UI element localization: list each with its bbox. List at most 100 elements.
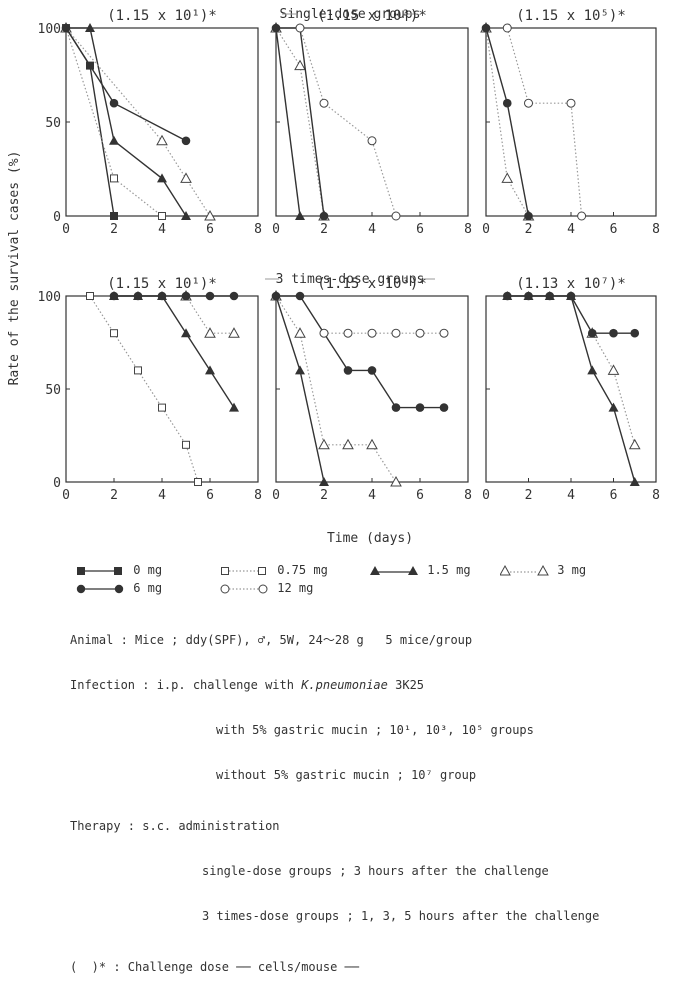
legend-item-3mg: 3 mg xyxy=(500,563,586,578)
series-line-6mg xyxy=(507,296,635,333)
chart-panel-5: (1.15 x 10³)* 0 2 4 6 8 xyxy=(271,276,472,503)
data-point-triangle-filled xyxy=(587,365,597,374)
chart-panel-6: (1.13 x 10⁷)* 0 2 4 6 8 xyxy=(482,276,660,503)
panel-title: (1.15 x 10³)* xyxy=(317,8,427,24)
note-animal: Animal : Mice ; ddy(SPF), ♂, 5W, 24～28 g… xyxy=(70,633,670,648)
data-point-circle-open xyxy=(368,329,376,337)
data-point-circle-filled xyxy=(567,292,576,301)
data-point-circle-filled xyxy=(272,24,281,33)
note-therapy: Therapy : s.c. administration xyxy=(70,819,670,834)
data-point-square-open xyxy=(183,441,190,448)
legend: 0 mg 0.75 mg 1.5 mg 3 mg 6 mg 12 mg Anim… xyxy=(70,563,670,1005)
plot-frame xyxy=(66,28,258,216)
x-tick-label: 8 xyxy=(464,222,472,237)
x-tick-label: 0 xyxy=(482,222,490,237)
data-point-square-open xyxy=(111,175,118,182)
panel-title: (1.13 x 10⁷)* xyxy=(516,276,626,292)
data-point-triangle-filled xyxy=(157,173,167,182)
series-line-15mg xyxy=(507,296,635,482)
data-point-circle-open xyxy=(368,137,376,145)
series-line-12mg xyxy=(300,28,396,216)
x-tick-label: 6 xyxy=(416,488,424,503)
x-tick-label: 2 xyxy=(525,488,533,503)
note-organism: K.pneumoniae xyxy=(301,678,388,692)
x-tick-label: 0 xyxy=(62,222,70,237)
y-axis-label: Rate of the survival cases (%) xyxy=(7,151,22,386)
legend-label-12mg: 12 mg xyxy=(277,581,313,595)
legend-marker-triangle-filled xyxy=(370,564,420,578)
data-point-circle-filled xyxy=(392,403,401,412)
series-line-6mg xyxy=(486,28,529,216)
data-point-triangle-filled xyxy=(109,136,119,145)
data-point-circle-filled xyxy=(296,292,305,301)
series-line-3mg xyxy=(592,333,635,445)
data-point-circle-filled xyxy=(503,99,512,108)
x-tick-label: 0 xyxy=(272,222,280,237)
x-tick-label: 4 xyxy=(158,488,166,503)
legend-item-075mg: 0.75 mg xyxy=(220,563,328,578)
data-point-circle-filled xyxy=(182,292,191,301)
data-point-circle-filled xyxy=(182,137,191,146)
y-tick-label: 100 xyxy=(38,22,61,37)
x-tick-label: 2 xyxy=(525,222,533,237)
x-tick-label: 4 xyxy=(368,488,376,503)
data-point-circle-open xyxy=(320,99,328,107)
legend-marker-circle-open xyxy=(220,582,270,596)
legend-item-0mg: 0 mg xyxy=(76,563,162,578)
chart-panel-2: (1.15 x 10³)*0 2 4 6 8 xyxy=(271,8,472,237)
x-tick-label: 4 xyxy=(158,222,166,237)
data-point-triangle-open xyxy=(295,61,305,70)
data-point-circle-open xyxy=(525,99,533,107)
series-line-3mg xyxy=(486,28,529,216)
x-tick-label: 4 xyxy=(567,222,575,237)
x-tick-label: 0 xyxy=(62,488,70,503)
series-line-15mg xyxy=(114,296,234,408)
note-infection-line2: with 5% gastric mucin ; 10¹, 10³, 10⁵ gr… xyxy=(70,723,670,738)
y-tick-label: 50 xyxy=(45,383,61,398)
series-line-6mg xyxy=(276,296,444,408)
chart-panel-1: (1.15 x 10¹)*0 2 4 6 8050100 xyxy=(38,8,262,237)
legend-marker-circle-filled xyxy=(76,582,126,596)
legend-label-3mg: 3 mg xyxy=(557,563,586,577)
data-point-circle-filled xyxy=(110,292,119,301)
panel-title: (1.15 x 10³)* xyxy=(317,276,427,292)
note-footnote: ( )* : Challenge dose ── cells/mouse ── xyxy=(70,960,670,975)
data-point-circle-filled xyxy=(158,292,167,301)
x-tick-label: 6 xyxy=(206,222,214,237)
experiment-notes: Animal : Mice ; ddy(SPF), ♂, 5W, 24～28 g… xyxy=(70,603,670,1005)
x-tick-label: 0 xyxy=(272,488,280,503)
y-tick-label: 100 xyxy=(38,290,61,305)
note-infection: Infection : i.p. challenge with K.pneumo… xyxy=(70,678,670,693)
data-point-circle-filled xyxy=(545,292,554,301)
series-line-075mg xyxy=(90,296,198,482)
data-point-circle-filled xyxy=(609,329,618,338)
data-point-circle-filled xyxy=(524,292,533,301)
data-point-triangle-filled xyxy=(181,328,191,337)
x-tick-label: 6 xyxy=(610,222,618,237)
data-point-square-open xyxy=(159,213,166,220)
data-point-circle-open xyxy=(392,329,400,337)
x-tick-label: 8 xyxy=(254,222,262,237)
plot-frame xyxy=(66,296,258,482)
data-point-circle-filled xyxy=(588,329,597,338)
x-tick-label: 2 xyxy=(320,488,328,503)
data-point-triangle-filled xyxy=(205,365,215,374)
x-tick-label: 6 xyxy=(206,488,214,503)
data-point-square-open xyxy=(195,479,202,486)
note-infection-line3: without 5% gastric mucin ; 10⁷ group xyxy=(70,768,670,783)
plot-frame xyxy=(486,296,656,482)
note-infection-suffix: 3K25 xyxy=(388,678,424,692)
data-point-circle-filled xyxy=(320,212,329,221)
panel-title: (1.15 x 10⁵)* xyxy=(516,8,626,24)
x-tick-label: 2 xyxy=(110,222,118,237)
data-point-triangle-filled xyxy=(229,403,239,412)
legend-marker-triangle-open xyxy=(500,564,550,578)
chart-panel-3: (1.15 x 10⁵)* 0 2 4 6 8 xyxy=(481,8,660,237)
data-point-circle-open xyxy=(503,24,511,32)
data-point-triangle-filled xyxy=(295,365,305,374)
plot-frame xyxy=(276,28,468,216)
series-line-12mg xyxy=(507,28,581,216)
x-tick-label: 8 xyxy=(464,488,472,503)
data-point-triangle-open xyxy=(367,440,377,449)
